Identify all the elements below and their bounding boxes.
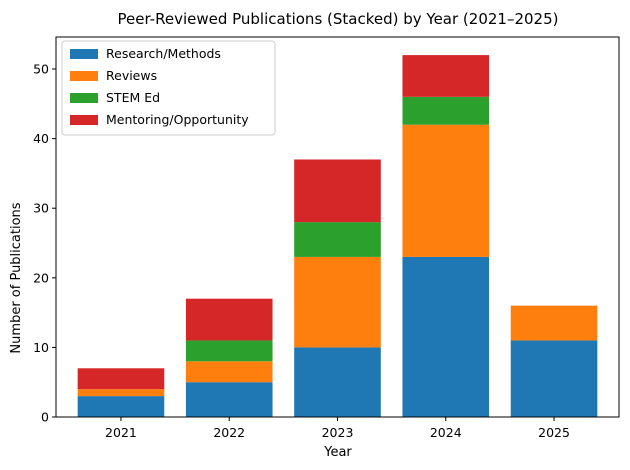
legend-label: STEM Ed: [106, 90, 160, 105]
bar-2023-stem-ed: [294, 222, 381, 257]
legend-label: Research/Methods: [106, 46, 221, 61]
bars-group: [77, 55, 598, 417]
y-tick-label: 50: [33, 62, 49, 77]
y-tick-label: 10: [33, 340, 49, 355]
bar-2023-reviews: [294, 256, 381, 348]
x-tick-label: 2021: [105, 425, 137, 440]
x-axis-label: Year: [323, 445, 352, 460]
bar-2021-research-methods: [77, 396, 165, 417]
axes-group: 0 10 20 30 40 50 2021 2022 2023 2024 2025: [33, 36, 620, 440]
y-tick-label: 0: [41, 410, 49, 425]
legend-label: Mentoring/Opportunity: [106, 112, 249, 127]
bar-2024-stem-ed: [402, 96, 490, 125]
legend-swatch: [70, 71, 98, 81]
legend-swatch: [70, 93, 98, 103]
bar-2022-reviews: [185, 361, 273, 383]
bar-2024-mentoring-opportunity: [402, 55, 490, 97]
bar-2025-research-methods: [510, 340, 598, 417]
x-tick-label: 2023: [322, 425, 354, 440]
bar-2023-research-methods: [294, 347, 381, 417]
legend-box: [61, 40, 276, 136]
bar-2024-reviews: [402, 124, 490, 257]
x-tick-label: 2022: [213, 425, 245, 440]
x-tick-label: 2024: [430, 425, 462, 440]
bar-2021-mentoring-opportunity: [77, 368, 165, 390]
bar-2022-stem-ed: [185, 340, 273, 362]
bar-2024-research-methods: [402, 256, 490, 417]
bar-2021-reviews: [77, 389, 165, 397]
bar-2022-mentoring-opportunity: [185, 298, 273, 341]
legend-swatch: [70, 115, 98, 125]
y-tick-label: 40: [33, 131, 49, 146]
bar-2025-reviews: [510, 305, 598, 341]
y-axis-label: Number of Publications: [9, 202, 24, 353]
y-tick-label: 30: [33, 201, 49, 216]
bar-2022-research-methods: [185, 382, 273, 417]
legend-swatch: [70, 49, 98, 59]
legend: Research/Methods Reviews STEM Ed Mentoring/…: [61, 40, 276, 136]
legend-label: Reviews: [106, 68, 157, 83]
chart-title: Peer-Reviewed Publications (Stacked) by …: [118, 10, 559, 28]
x-tick-label: 2025: [538, 425, 570, 440]
y-tick-label: 20: [33, 270, 49, 285]
bar-2023-mentoring-opportunity: [294, 159, 381, 223]
